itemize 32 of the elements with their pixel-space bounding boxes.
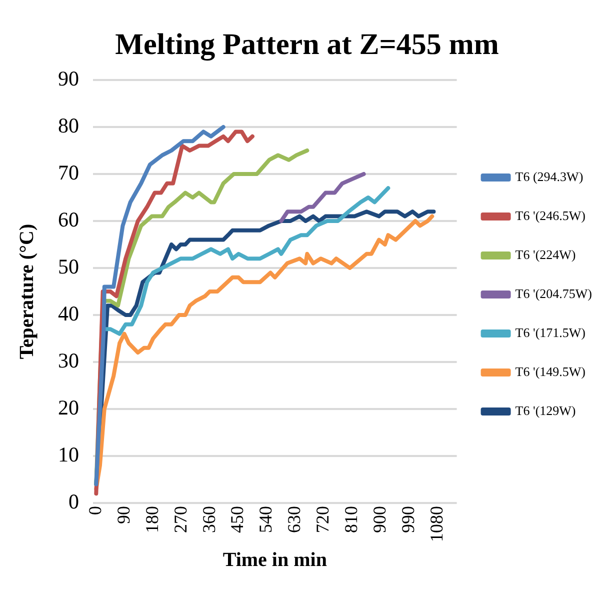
chart-title: Melting Pattern at Z=455 mm	[115, 28, 499, 61]
x-tick-label: 0	[84, 506, 105, 515]
x-tick-label: 180	[142, 506, 162, 533]
x-tick-label: 270	[170, 506, 190, 533]
y-tick-label: 50	[58, 254, 79, 279]
legend-label: T6 '(246.5W)	[515, 208, 586, 223]
legend-label: T6 '(149.5W)	[515, 364, 586, 379]
x-tick-label: 990	[398, 506, 418, 533]
legend-label: T6 (294.3W)	[515, 168, 584, 184]
legend-label: T6 '(171.5W)	[515, 324, 586, 340]
y-tick-label: 30	[58, 348, 79, 373]
y-tick-label: 10	[58, 442, 79, 467]
y-tick-label: 70	[58, 160, 79, 185]
x-tick-label: 810	[341, 506, 362, 533]
x-tick-label: 360	[198, 506, 219, 533]
x-tick-label: 90	[113, 506, 134, 524]
x-tick-label: 540	[256, 506, 276, 533]
y-tick-label: 40	[58, 302, 79, 326]
x-tick-label: 630	[284, 506, 304, 533]
legend-label: T6 '(224W)	[515, 246, 576, 262]
y-axis-title: Teperature (°C)	[16, 224, 38, 360]
y-tick-label: 80	[58, 114, 79, 138]
y-tick-label: 20	[58, 396, 79, 420]
y-tick-label: 60	[58, 208, 79, 232]
x-tick-label: 900	[370, 506, 390, 533]
x-tick-label: 450	[227, 506, 248, 533]
y-tick-label: 90	[58, 66, 79, 91]
legend-label: T6 '(129W)	[515, 402, 576, 418]
x-tick-label: 720	[312, 506, 333, 533]
x-axis-title: Time in min	[222, 549, 327, 572]
legend-label: T6 '(204.75W)	[515, 286, 592, 301]
x-tick-label: 1080	[426, 506, 447, 542]
